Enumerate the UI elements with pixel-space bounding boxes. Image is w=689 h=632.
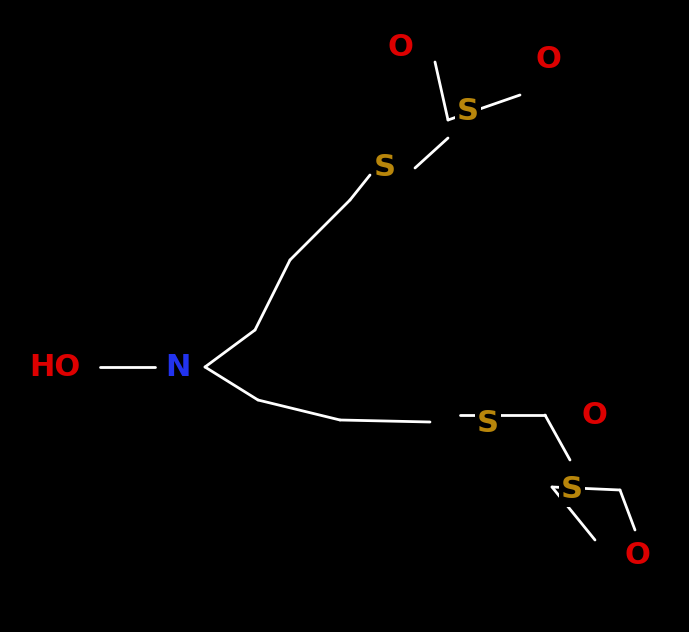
Text: S: S [374, 154, 396, 183]
Text: O: O [624, 540, 650, 569]
Text: O: O [581, 401, 607, 430]
Text: N: N [165, 353, 191, 382]
Text: O: O [387, 33, 413, 63]
Text: S: S [477, 408, 499, 437]
Text: S: S [561, 475, 583, 504]
Text: S: S [457, 97, 479, 126]
Text: O: O [535, 46, 561, 75]
Text: HO: HO [30, 353, 81, 382]
